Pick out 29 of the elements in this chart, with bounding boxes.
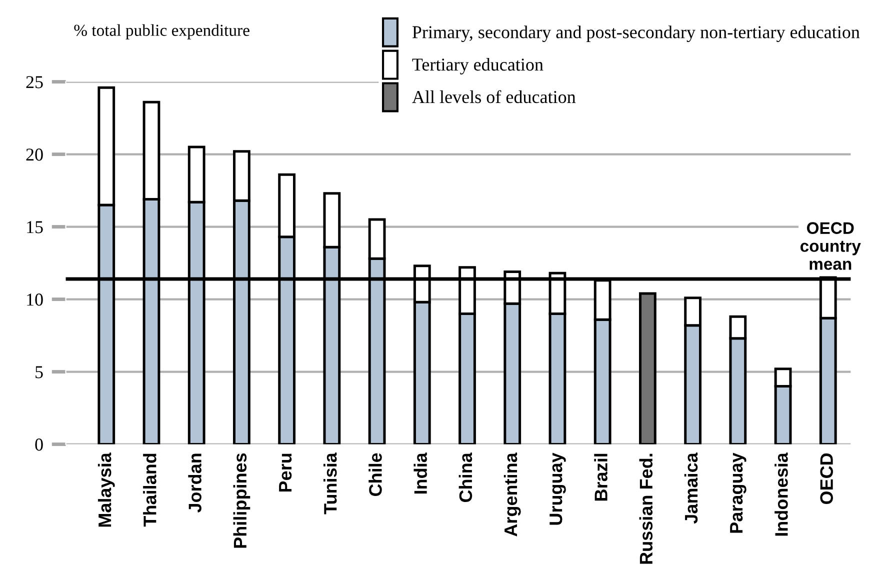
y-tick-label: 0 bbox=[35, 438, 43, 451]
bar bbox=[639, 292, 656, 444]
x-tick-label: Jamaica bbox=[684, 452, 698, 524]
y-tick-label: 20 bbox=[26, 148, 43, 161]
y-tick-label: 15 bbox=[27, 221, 43, 234]
x-tick-label: Indonesia bbox=[774, 452, 788, 536]
legend-label: Primary, secondary and post-secondary non-tertiary education bbox=[412, 26, 860, 42]
y-axis-title: % total public expenditure bbox=[74, 24, 250, 40]
y-tick-label: 5 bbox=[36, 366, 43, 378]
x-tick-label: Jordan bbox=[188, 454, 202, 513]
y-tick-label: 25 bbox=[26, 76, 43, 88]
x-tick-label: Russian Fed. bbox=[639, 454, 653, 564]
x-tick-label: Malaysia bbox=[98, 452, 115, 527]
x-tick-label: Tunisia bbox=[324, 452, 337, 514]
x-tick-label: Argentina bbox=[504, 452, 521, 536]
x-tick-label: Brazil bbox=[594, 454, 608, 501]
ref-line-label: OECD country mean bbox=[800, 222, 861, 270]
x-tick-label: Paraguay bbox=[730, 452, 746, 533]
y-tick-label: 10 bbox=[27, 294, 43, 306]
x-tick-label: Uruguay bbox=[550, 452, 566, 525]
legend-label: Tertiary education bbox=[412, 58, 544, 74]
legend-label: All levels of education bbox=[412, 90, 576, 104]
x-tick-label: OECD bbox=[820, 453, 833, 504]
x-tick-label: Thailand bbox=[143, 454, 156, 527]
x-tick-label: Philippines bbox=[233, 453, 250, 548]
x-tick-label: Chile bbox=[368, 453, 382, 496]
x-tick-label: Peru bbox=[279, 454, 292, 492]
x-tick-label: India bbox=[414, 452, 427, 494]
x-tick-label: China bbox=[458, 452, 472, 502]
